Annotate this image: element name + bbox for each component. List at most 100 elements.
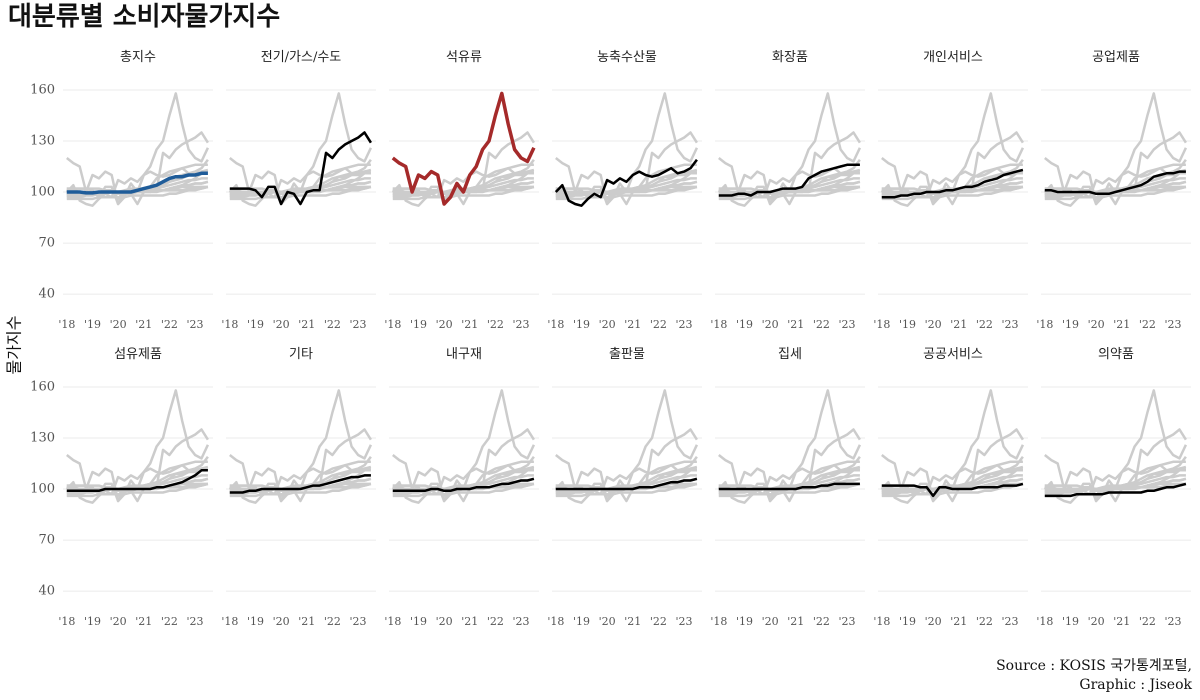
x-tick-label: '19: [736, 615, 753, 628]
context-line: [881, 185, 1024, 201]
facet-title: 개인서비스: [923, 50, 983, 65]
context-line: [228, 158, 372, 207]
x-tick-label: '22: [813, 615, 830, 628]
x-tick-label: '20: [762, 615, 779, 628]
y-tick-label: 160: [30, 83, 55, 98]
context-line: [391, 455, 535, 504]
x-tick-label: '18: [1036, 615, 1053, 628]
x-tick-label: '18: [221, 318, 238, 331]
x-tick-label: '18: [547, 318, 564, 331]
x-tick-label: '22: [324, 318, 341, 331]
highlight-line: [881, 482, 1024, 498]
x-tick-label: '20: [1088, 318, 1105, 331]
x-tick-label: '21: [461, 615, 478, 628]
x-tick-label: '21: [950, 615, 967, 628]
x-tick-label: '22: [813, 318, 830, 331]
facet-title: 내구재: [446, 347, 482, 362]
x-tick-label: '23: [513, 615, 530, 628]
context-line: [229, 168, 372, 199]
context-line: [1043, 158, 1187, 207]
x-tick-label: '21: [135, 615, 152, 628]
facet-panel: 개인서비스 '18 '19 '20 '21 '22 '23: [873, 50, 1028, 331]
context-line: [66, 465, 209, 496]
x-tick-label: '19: [899, 318, 916, 331]
x-tick-label: '23: [1002, 615, 1019, 628]
facet-panel: 의약품 '18 '19 '20 '21 '22 '23: [1036, 347, 1191, 628]
x-tick-label: '23: [676, 615, 693, 628]
x-tick-label: '23: [350, 615, 367, 628]
x-tick-label: '22: [1139, 615, 1156, 628]
context-line: [718, 168, 861, 199]
context-line: [555, 482, 698, 498]
context-line: [392, 482, 535, 498]
context-line: [881, 465, 1024, 496]
facet-panel: 내구재 '18 '19 '20 '21 '22 '23: [384, 347, 539, 628]
x-tick-label: '19: [573, 318, 590, 331]
x-tick-label: '19: [1062, 318, 1079, 331]
context-line: [718, 185, 861, 201]
x-tick-label: '23: [839, 615, 856, 628]
context-line: [555, 168, 698, 199]
x-tick-label: '20: [436, 318, 453, 331]
facet-title: 화장품: [772, 50, 808, 65]
x-tick-label: '21: [950, 318, 967, 331]
y-tick-label: 70: [38, 533, 55, 548]
context-line: [718, 465, 861, 496]
context-line: [392, 465, 535, 496]
x-tick-label: '18: [384, 318, 401, 331]
highlight-line: [392, 477, 535, 493]
x-tick-label: '18: [710, 318, 727, 331]
x-tick-label: '23: [187, 318, 204, 331]
facet-title: 기타: [289, 347, 313, 362]
context-line: [66, 185, 209, 201]
x-tick-label: '21: [624, 318, 641, 331]
facet-panel: 섬유제품 40 70 100 130 160 '18 '19 '20 '21 '22 '23: [30, 347, 213, 628]
x-tick-label: '22: [161, 615, 178, 628]
highlight-line: [1044, 170, 1186, 196]
x-tick-label: '19: [573, 615, 590, 628]
x-tick-label: '22: [650, 318, 667, 331]
y-tick-label: 70: [38, 236, 55, 251]
y-tick-label: 130: [30, 134, 55, 149]
x-tick-label: '18: [221, 615, 238, 628]
highlight-line: [554, 158, 698, 207]
y-tick-label: 100: [30, 482, 55, 497]
context-line: [391, 158, 535, 207]
y-tick-label: 100: [30, 185, 55, 200]
x-tick-label: '21: [787, 318, 804, 331]
x-tick-label: '22: [650, 615, 667, 628]
highlight-line: [66, 171, 208, 195]
x-tick-label: '19: [410, 615, 427, 628]
context-line: [718, 482, 861, 498]
x-tick-label: '18: [58, 318, 75, 331]
y-tick-label: 40: [38, 584, 55, 599]
context-line: [881, 482, 1024, 498]
facet-title: 출판물: [609, 347, 645, 362]
x-tick-label: '18: [1036, 318, 1053, 331]
x-tick-label: '22: [324, 615, 341, 628]
x-tick-label: '20: [925, 318, 942, 331]
caption: Source : KOSIS 국가통계포털,: [996, 658, 1192, 674]
highlight-line: [718, 163, 860, 197]
x-tick-label: '20: [762, 318, 779, 331]
x-tick-label: '23: [1002, 318, 1019, 331]
x-tick-label: '21: [135, 318, 152, 331]
facet-title: 석유류: [446, 50, 482, 65]
x-tick-label: '21: [461, 318, 478, 331]
caption: Graphic : Jiseok: [1079, 677, 1192, 693]
y-tick-label: 160: [30, 380, 55, 395]
context-line: [717, 158, 861, 207]
x-tick-label: '22: [161, 318, 178, 331]
x-tick-label: '18: [873, 615, 890, 628]
x-tick-label: '21: [1113, 615, 1130, 628]
facet-panel: 농축수산물 '18 '19 '20 '21 '22 '23: [547, 50, 702, 331]
x-tick-label: '23: [350, 318, 367, 331]
x-tick-label: '22: [487, 615, 504, 628]
x-tick-label: '18: [547, 615, 564, 628]
context-line: [229, 482, 372, 498]
facet-panel: 화장품 '18 '19 '20 '21 '22 '23: [710, 50, 865, 331]
facet-title: 총지수: [120, 50, 156, 65]
x-tick-label: '20: [599, 615, 616, 628]
facet-title: 집세: [778, 347, 802, 362]
